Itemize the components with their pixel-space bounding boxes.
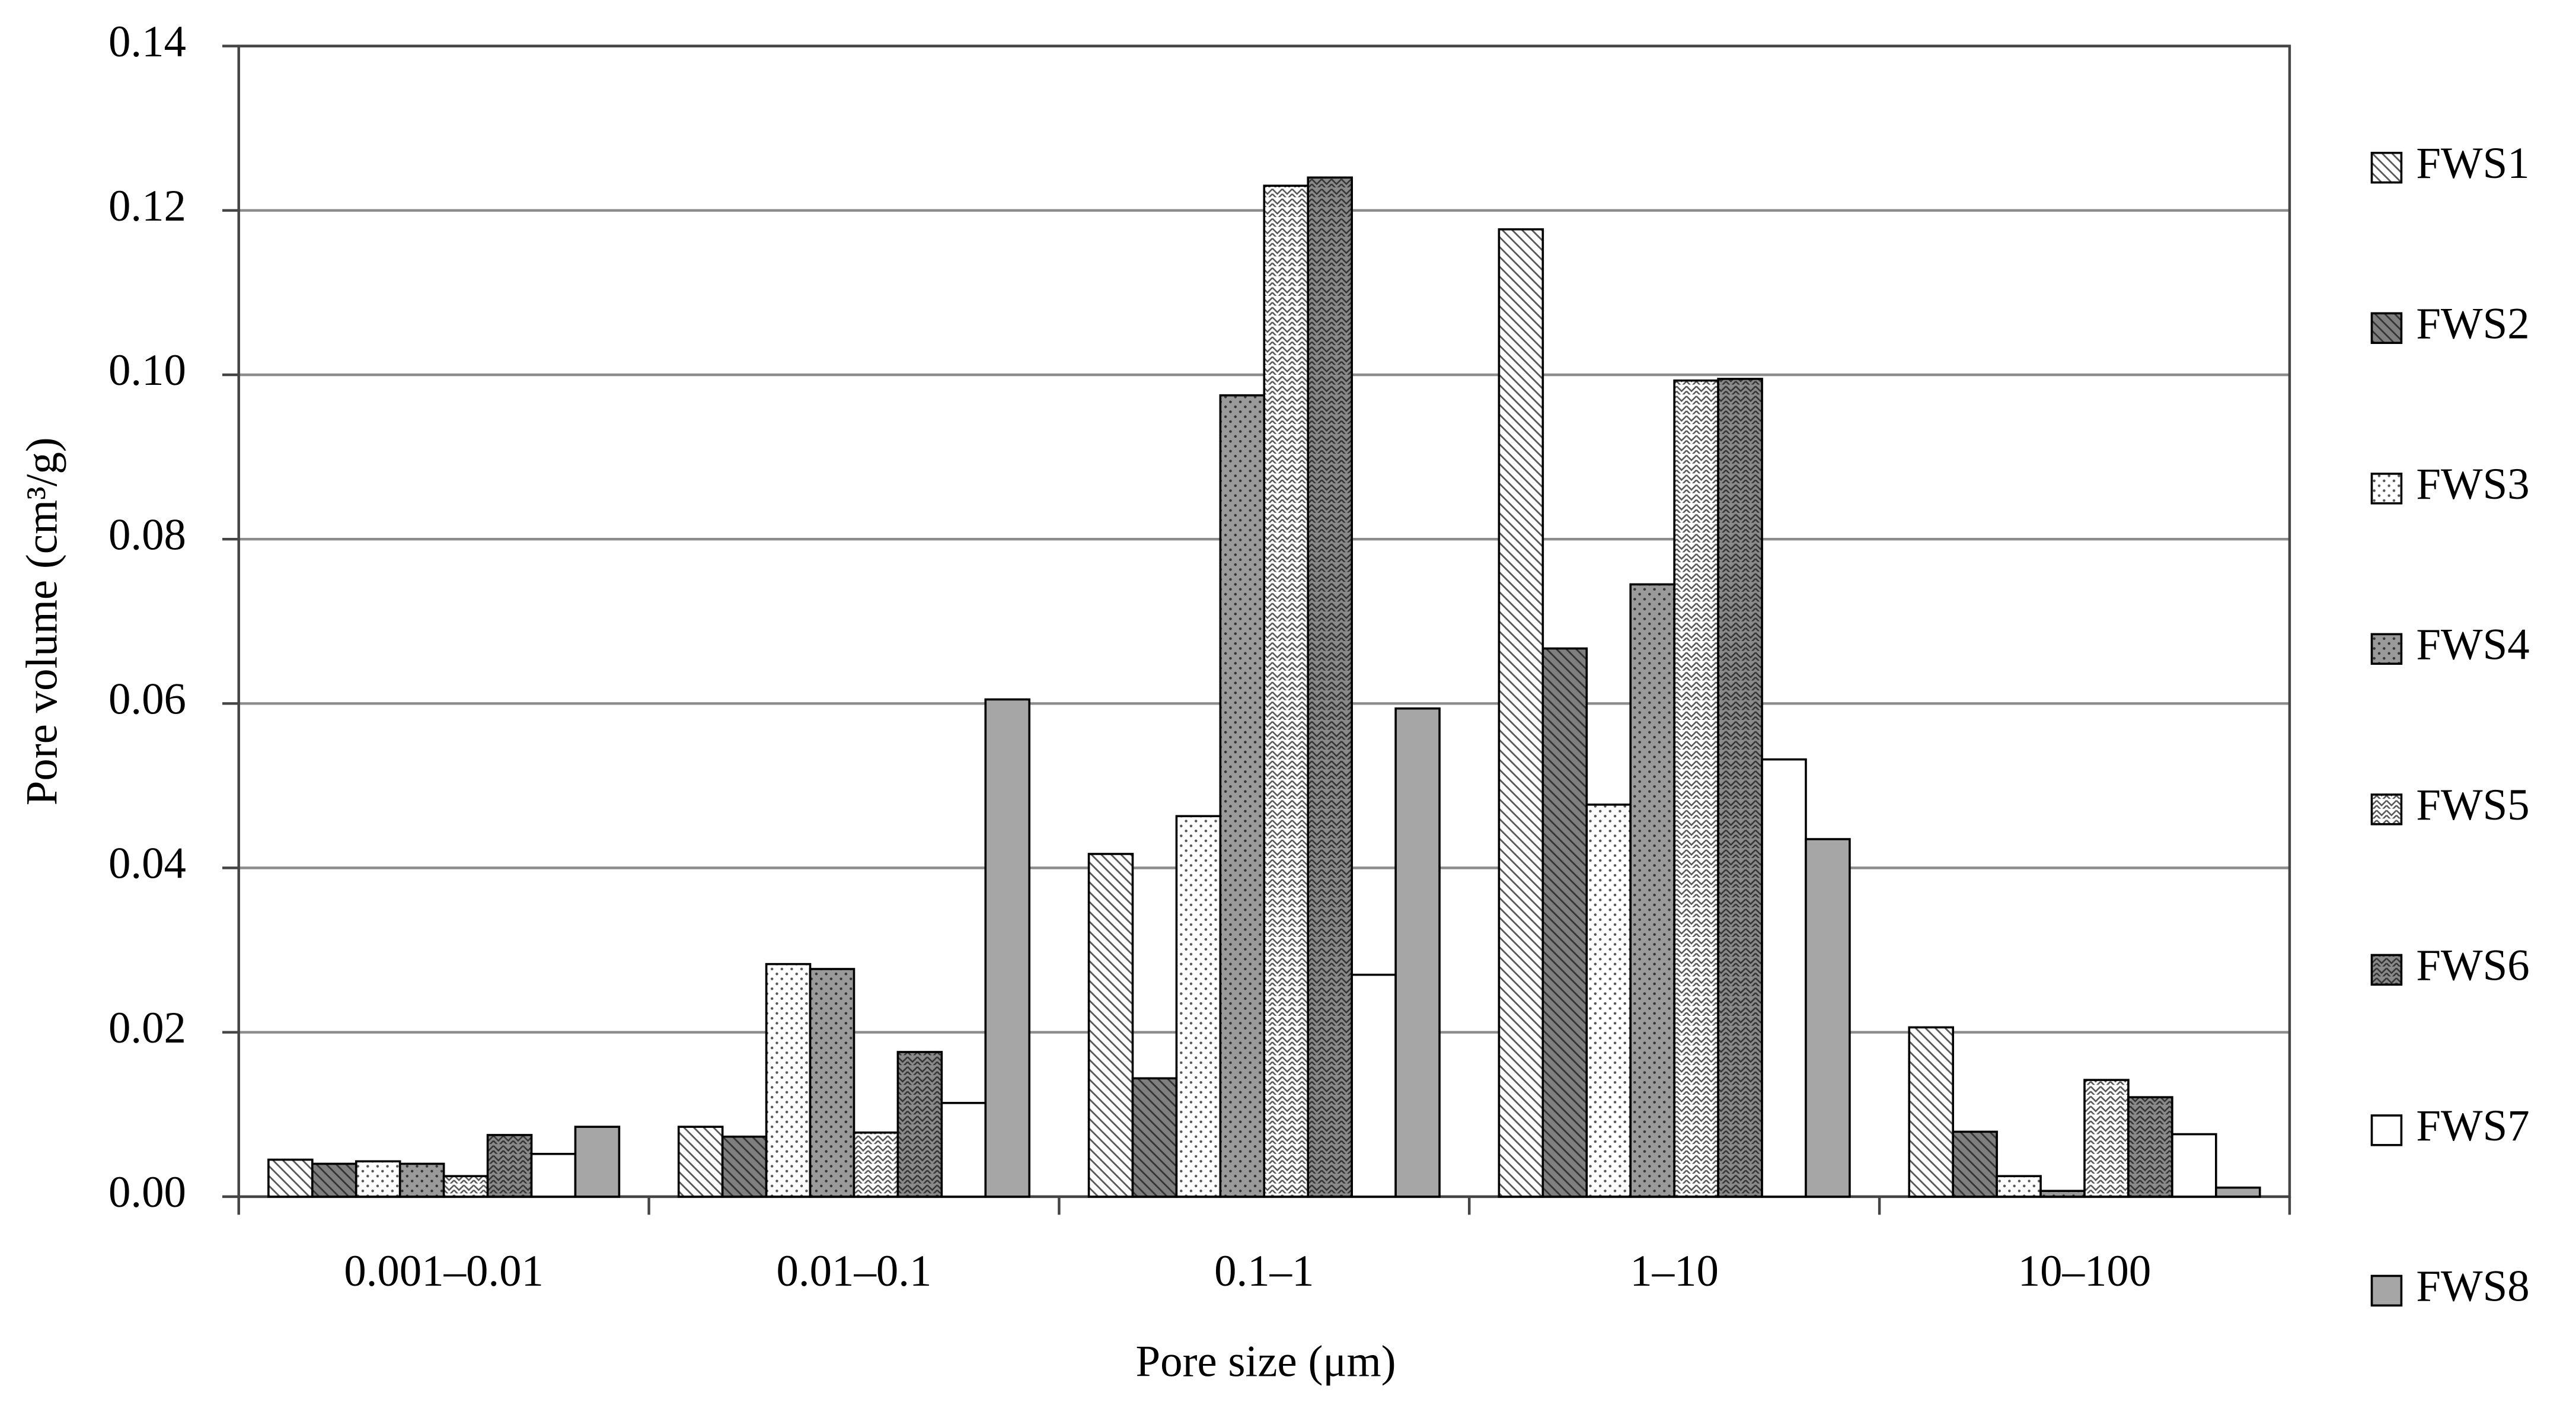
bar <box>2039 1190 2086 1198</box>
bar <box>1761 758 1807 1198</box>
legend-label: FWS8 <box>2416 1262 2529 1311</box>
bar <box>2171 1133 2217 1198</box>
legend-label: FWS4 <box>2416 620 2529 669</box>
legend-label: FWS6 <box>2416 941 2529 990</box>
bar <box>1087 853 1134 1198</box>
x-tick-label: 0.1–1 <box>1214 1247 1314 1296</box>
legend-swatch <box>2370 1114 2403 1146</box>
bar <box>267 1158 314 1198</box>
bar <box>486 1134 533 1198</box>
bar <box>1541 647 1588 1198</box>
bar <box>1394 707 1441 1198</box>
y-tick-label: 0.10 <box>108 346 186 395</box>
bar <box>574 1126 621 1198</box>
bar <box>940 1102 987 1198</box>
bar <box>311 1162 357 1198</box>
bar <box>355 1160 401 1198</box>
bar <box>2127 1096 2173 1198</box>
bar <box>984 698 1031 1198</box>
bar <box>1351 973 1397 1198</box>
bar <box>530 1153 577 1198</box>
legend-swatch <box>2370 633 2403 665</box>
legend-swatch <box>2370 473 2403 505</box>
bar <box>1996 1175 2042 1198</box>
bar <box>1952 1130 1998 1198</box>
bar <box>1498 228 1544 1198</box>
y-tick-label: 0.12 <box>108 181 186 231</box>
y-tick-label: 0.04 <box>108 839 186 888</box>
x-tick-label: 1–10 <box>1630 1247 1719 1296</box>
y-tick-label: 0.14 <box>108 17 186 66</box>
bar <box>1585 804 1632 1198</box>
legend-label: FWS2 <box>2416 299 2529 348</box>
legend-swatch <box>2370 793 2403 825</box>
bar <box>1263 184 1310 1198</box>
bar <box>398 1162 445 1198</box>
bar <box>2083 1079 2130 1198</box>
y-tick-label: 0.06 <box>108 675 186 724</box>
legend-swatch <box>2370 1274 2403 1307</box>
bar <box>809 968 856 1198</box>
bar <box>442 1175 489 1198</box>
bar <box>721 1135 768 1198</box>
bar <box>1908 1026 1954 1198</box>
bar <box>677 1126 724 1198</box>
bar <box>1219 394 1266 1198</box>
legend-swatch <box>2370 954 2403 986</box>
bar <box>1307 176 1353 1198</box>
legend-label: FWS1 <box>2416 139 2529 188</box>
bar <box>853 1131 899 1198</box>
legend-swatch <box>2370 151 2403 184</box>
bar <box>765 962 812 1198</box>
y-axis-label: Pore volume (cm³/g) <box>18 437 67 805</box>
y-tick-label: 0.00 <box>108 1168 186 1217</box>
y-tick-label: 0.02 <box>108 1003 186 1053</box>
bar <box>1131 1077 1178 1198</box>
legend-label: FWS5 <box>2416 780 2529 830</box>
legend-swatch <box>2370 312 2403 345</box>
legend-label: FWS7 <box>2416 1101 2529 1150</box>
y-tick-label: 0.08 <box>108 510 186 559</box>
x-tick-label: 0.001–0.01 <box>344 1247 544 1296</box>
x-tick-label: 10–100 <box>2018 1247 2151 1296</box>
bar <box>1629 583 1675 1198</box>
bar <box>1805 838 1851 1198</box>
x-axis-label: Pore size (μm) <box>1136 1337 1396 1386</box>
x-tick-label: 0.01–0.1 <box>777 1247 932 1296</box>
legend-label: FWS3 <box>2416 460 2529 509</box>
bar <box>2215 1186 2261 1198</box>
bar <box>1717 378 1763 1198</box>
bar <box>1175 815 1222 1198</box>
bar <box>1673 379 1719 1198</box>
bar <box>896 1051 943 1198</box>
